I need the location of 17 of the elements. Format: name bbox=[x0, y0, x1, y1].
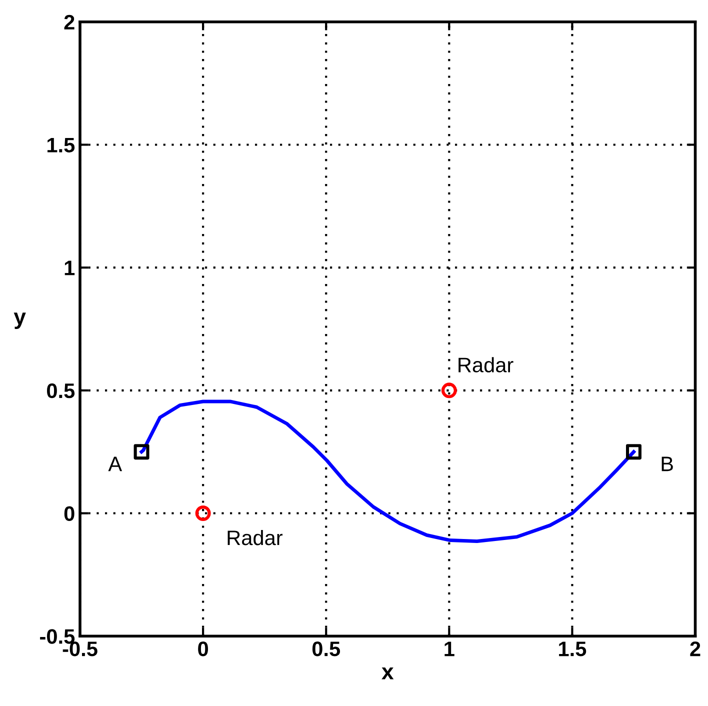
x-tick-label: 1.5 bbox=[559, 642, 586, 656]
annotation: B bbox=[662, 456, 673, 472]
x-tick-label: 2 bbox=[690, 642, 700, 656]
x-tick-label: 0.5 bbox=[312, 642, 340, 656]
y-tick-label: 1.5 bbox=[47, 138, 75, 152]
y-tick-label: 0 bbox=[64, 506, 74, 522]
annotation: Radar bbox=[228, 530, 282, 546]
y-tick-label: -0.5 bbox=[40, 629, 75, 644]
y-tick-label: 2 bbox=[64, 14, 74, 30]
y-axis-title: y bbox=[14, 312, 26, 329]
x-tick-label: 0 bbox=[198, 642, 208, 656]
y-tick-label: 1 bbox=[64, 260, 75, 276]
annotation: Radar bbox=[458, 357, 514, 372]
x-axis-title: x bbox=[382, 668, 394, 680]
y-tick-label: 0.5 bbox=[47, 383, 75, 398]
annotation: A bbox=[108, 456, 122, 472]
x-tick-label: 1 bbox=[444, 642, 454, 656]
